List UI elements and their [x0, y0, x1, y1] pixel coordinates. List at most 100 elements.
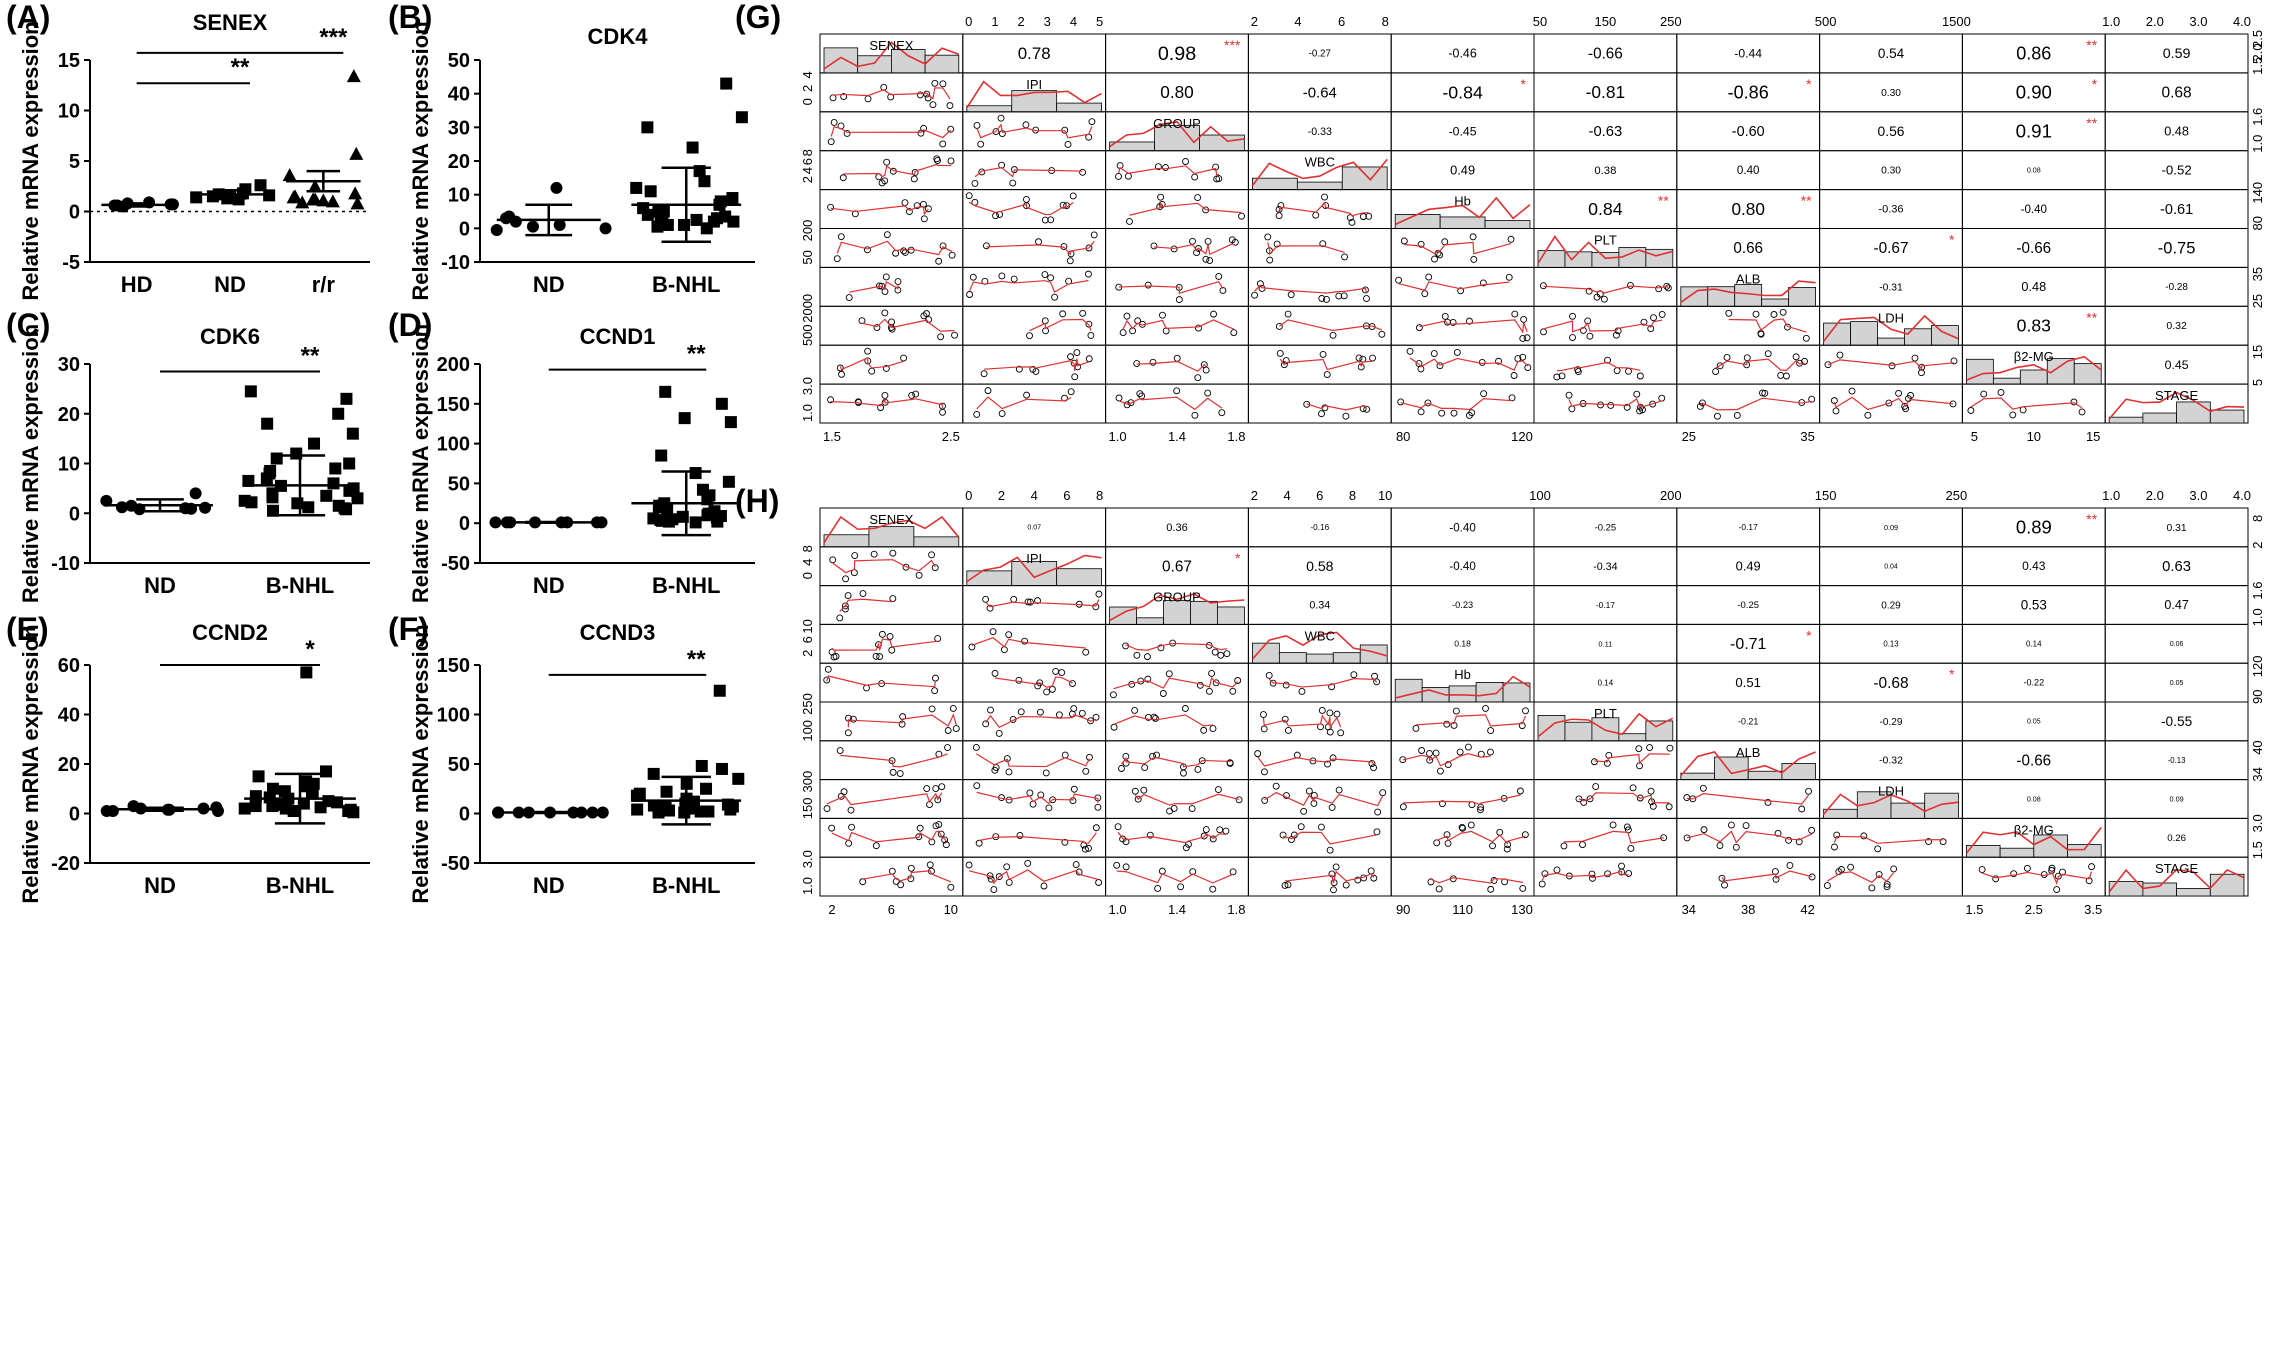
scatter-point [1170, 805, 1178, 812]
scatter-point [1264, 233, 1272, 241]
histogram-bar [2019, 369, 2048, 385]
matrix-cell [1676, 344, 1821, 385]
axis-tick-label: 80 [2250, 216, 2265, 230]
significance-stars: ** [2086, 115, 2097, 131]
scatter-point [939, 242, 947, 250]
scatter-point [1847, 863, 1855, 871]
matrix-cell [819, 546, 964, 587]
scatter-point [1205, 641, 1213, 649]
scatter-point [1157, 193, 1165, 201]
histogram-bar [1341, 166, 1388, 190]
correlation-coefficient: 0.38 [1594, 165, 1616, 177]
axis-tick-label: 6 [1063, 488, 1070, 503]
axis-tick-label: 1.0 [2102, 14, 2120, 29]
loess-fit-line [1419, 319, 1528, 334]
scatter-point [1005, 796, 1013, 804]
scatter-point [1579, 841, 1586, 849]
scatter-point [1482, 704, 1489, 712]
matrix-cell [1390, 740, 1535, 781]
scatter-point [1585, 287, 1593, 295]
correlation-coefficient: 0.31 [2167, 523, 2187, 534]
matrix-cell [1533, 344, 1678, 385]
scatter-point [1374, 808, 1382, 816]
correlation-coefficient: 0.56 [1878, 123, 1905, 139]
scatter-point [1511, 310, 1519, 318]
matrix-cell [1390, 856, 1535, 897]
scatter-point [1152, 715, 1159, 722]
correlation-coefficient: -0.52 [2161, 163, 2191, 178]
scatter-point [883, 158, 891, 166]
scatter-point [1191, 173, 1199, 181]
correlation-coefficient: 0.48 [2164, 123, 2189, 138]
correlation-coefficient: -0.36 [1878, 204, 1903, 216]
dot-plot-panel: (B) CDK4 Relative mRNA expression -10 0 10 20 3… [388, 0, 755, 301]
axis-tick-label: 250 [800, 693, 815, 715]
scatter-point [864, 347, 872, 355]
scatter-point [1000, 646, 1008, 654]
scatter-point [965, 192, 973, 200]
matrix-cell [962, 662, 1107, 703]
data-point [653, 499, 666, 512]
loess-fit-line [976, 396, 1072, 410]
axis-tick-label: 0 [965, 488, 972, 503]
scatter-point [1140, 786, 1148, 794]
loess-fit-line [985, 714, 1097, 729]
y-tick-label: 10 [448, 185, 470, 207]
axis-tick-label: 1.5 [2250, 841, 2265, 859]
scatter-point [1713, 412, 1721, 420]
scatter-point [1015, 365, 1023, 373]
axis-tick-label: 8 [1349, 488, 1356, 503]
scatter-point [1464, 743, 1472, 751]
scatter-point [1144, 281, 1152, 289]
correlation-coefficient: -0.71 [1730, 636, 1766, 653]
scatter-point [1779, 308, 1787, 316]
axis-tick-label: 4 [800, 71, 815, 78]
scatter-point [1173, 354, 1181, 362]
scatter-point [938, 783, 946, 791]
scatter-point [1874, 845, 1882, 853]
scatter-point [928, 705, 936, 713]
loess-fit-line [843, 163, 951, 178]
significance-stars: ** [1658, 193, 1669, 209]
loess-fit-line [826, 675, 937, 688]
axis-tick-label: 8 [2250, 515, 2265, 522]
scatter-point [1378, 330, 1386, 338]
scatter-point [1202, 255, 1210, 263]
matrix-cell [962, 266, 1107, 307]
scatter-point [1698, 399, 1706, 407]
scatter-point [1649, 802, 1657, 810]
data-point [306, 786, 319, 799]
scatter-point [1029, 365, 1037, 373]
loess-fit-line [976, 123, 1093, 139]
scatter-point [905, 208, 913, 216]
scatter-point [1328, 683, 1336, 691]
axis-tick-label: 120 [2250, 655, 2265, 677]
scatter-point [1890, 865, 1898, 873]
correlation-coefficient: 0.09 [2170, 794, 2184, 803]
scatter-point [923, 90, 931, 98]
correlation-coefficient: 0.80 [1160, 82, 1193, 102]
correlation-coefficient: 0.89 [2016, 517, 2052, 538]
x-category-label: r/r [312, 272, 336, 297]
scatter-point [1395, 276, 1403, 284]
scatter-point [881, 309, 889, 317]
loess-fit-line [1117, 165, 1219, 176]
matrix-cell [1390, 779, 1535, 819]
scatter-point [947, 157, 955, 165]
data-point [689, 516, 702, 529]
scatter-point [1281, 715, 1289, 723]
correlation-coefficient: -0.17 [1596, 600, 1615, 610]
scatter-point [1005, 768, 1013, 776]
histogram-bar [1966, 358, 1994, 385]
scatter-point [915, 571, 923, 579]
correlation-coefficient: 0.08 [2027, 167, 2041, 175]
scatter-point [1629, 784, 1637, 792]
data-point [713, 684, 726, 697]
scatter-point [1127, 399, 1135, 407]
scatter-point [1792, 353, 1800, 361]
scatter-point [1782, 372, 1790, 380]
scatter-point [1640, 318, 1648, 326]
scatter-point [1022, 195, 1030, 203]
scatter-point [1170, 245, 1178, 253]
matrix-cell [819, 72, 964, 113]
